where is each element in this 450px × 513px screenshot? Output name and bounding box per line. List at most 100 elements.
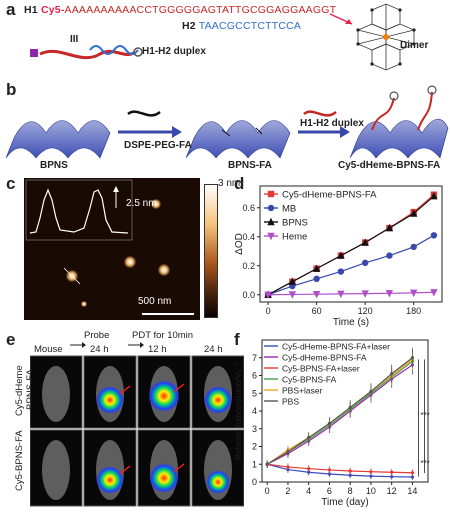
afm-particle — [81, 301, 87, 307]
data-point — [265, 462, 269, 466]
data-point — [430, 289, 438, 297]
data-point — [385, 223, 394, 232]
series-line — [266, 364, 413, 465]
y-tick-label: 6 — [252, 371, 257, 381]
legend-label: Cy5-dHeme-BPNS-FA — [282, 190, 377, 201]
data-point — [410, 475, 415, 479]
panel-e-label: e — [6, 330, 16, 349]
fluorescence-signal — [206, 470, 230, 494]
y-tick-label: 1 — [252, 459, 257, 469]
bpnsfa-label: BPNS-FA — [228, 160, 272, 171]
h2-sequence: TAACGCCTCTTCCA — [198, 20, 302, 32]
y-tick-label: 0.6 — [242, 203, 255, 213]
data-point — [386, 252, 393, 259]
data-point — [337, 268, 345, 275]
data-point — [307, 470, 311, 474]
data-point — [337, 290, 345, 299]
afm-image — [24, 178, 200, 320]
data-point — [286, 465, 290, 469]
final-duplex-1 — [371, 97, 395, 131]
peg-strand-icon — [127, 110, 161, 117]
od-chart: 0 60 120 180 0.0 0.2 0.4 0.6 Time (s) ΔOD Cy5-dHem… — [234, 185, 443, 328]
y-axis-label: ΔOD — [234, 233, 245, 255]
fluorescence-signal — [149, 463, 179, 493]
legend-marker — [267, 190, 275, 198]
data-point — [361, 259, 369, 267]
h1-prefix: H1 — [24, 4, 38, 16]
afm-color-scale — [204, 184, 218, 318]
legend-label: PBS+laser — [282, 386, 323, 396]
e-top-label-probe: Probe — [84, 330, 110, 341]
data-point — [348, 469, 352, 473]
fluorescence-signal — [148, 380, 180, 412]
bpnsfa-sheet — [185, 120, 291, 159]
data-point — [385, 290, 394, 298]
h1-cy5-label: Cy5- — [40, 4, 65, 16]
mouse-image-grid — [29, 338, 245, 508]
y-tick-label: 0.0 — [242, 290, 255, 300]
legend-label: Cy5-dHeme-BPNS-FA — [282, 353, 367, 363]
data-point — [264, 291, 272, 299]
data-point — [288, 291, 297, 299]
data-point — [390, 372, 394, 376]
afm-scale-label: 500 nm — [138, 296, 172, 307]
data-point — [361, 290, 369, 298]
data-point — [410, 243, 417, 251]
h2-sequence-line: H2 TAACGCCTCTTCCA — [182, 20, 301, 32]
series-line — [267, 463, 413, 474]
data-point — [337, 251, 345, 259]
legend-label: Cy5-dHeme-BPNS-FA+laser — [282, 342, 390, 352]
x-tick-label: 180 — [406, 306, 421, 316]
x-tick-label: 120 — [358, 306, 373, 316]
y-tick-label: 0.2 — [242, 261, 255, 271]
data-point — [307, 467, 311, 471]
dimer-atoms — [356, 8, 416, 66]
legend-label: PBS — [282, 397, 299, 407]
h2-prefix: H2 — [182, 20, 196, 32]
step1-label: DSPE-PEG-FA — [124, 140, 192, 151]
series-line — [267, 463, 413, 478]
fluorescence-signal — [204, 386, 232, 414]
panel-d-label: d — [234, 174, 245, 193]
data-point — [327, 468, 332, 472]
e-row-label-2: Cy5-BPNS-FA — [14, 430, 25, 492]
series-line — [268, 291, 434, 296]
x-tick-label: 0 — [265, 486, 270, 496]
step2-arrow-head — [340, 126, 350, 138]
y-tick-label: 3 — [252, 424, 257, 434]
e-row-label-1: Cy5-dHeme -BPNS-FA — [14, 365, 36, 417]
data-point — [409, 289, 418, 298]
data-point — [430, 191, 438, 200]
fluorescence-signal — [96, 386, 124, 414]
data-point — [369, 474, 373, 478]
x-axis-label: Time (day) — [321, 497, 368, 508]
legend-label: Cy5-BPNS-FA+laser — [282, 364, 360, 374]
data-point — [390, 470, 394, 474]
y-tick-label: 7 — [252, 353, 257, 363]
x-tick-label: 4 — [306, 486, 311, 496]
panel-a-graphics — [30, 3, 416, 71]
e-col-label-12h: 12 h — [148, 344, 167, 355]
data-point — [369, 389, 373, 394]
data-point — [286, 450, 290, 454]
data-point — [410, 471, 415, 475]
series-line — [266, 357, 413, 465]
legend-marker — [267, 232, 275, 241]
h1-sequence-line: H1 Cy5-AAAAAAAAAACCTGGGGGAGTATTGCGGAGGAA… — [24, 4, 336, 16]
e-col-label-24h: 24 h — [90, 344, 109, 355]
data-point — [409, 209, 418, 217]
plot-frame — [259, 185, 443, 303]
duplex-label: H1-H2 duplex — [142, 46, 206, 57]
legend-label: Cy5-BPNS-FA — [282, 375, 337, 385]
afm-height-label: 2.5 nm — [126, 198, 157, 209]
legend-label: Heme — [282, 232, 307, 243]
legend-label: BPNS — [282, 218, 308, 229]
cy5-marker — [30, 49, 38, 57]
x-tick-label: 60 — [312, 306, 322, 316]
e-top-label-pdt: PDT for 10min — [132, 330, 194, 341]
afm-particle — [124, 256, 136, 268]
bpns-label: BPNS — [40, 160, 68, 171]
panel-b-label: b — [6, 80, 17, 99]
panel-b-graphics — [5, 85, 449, 159]
